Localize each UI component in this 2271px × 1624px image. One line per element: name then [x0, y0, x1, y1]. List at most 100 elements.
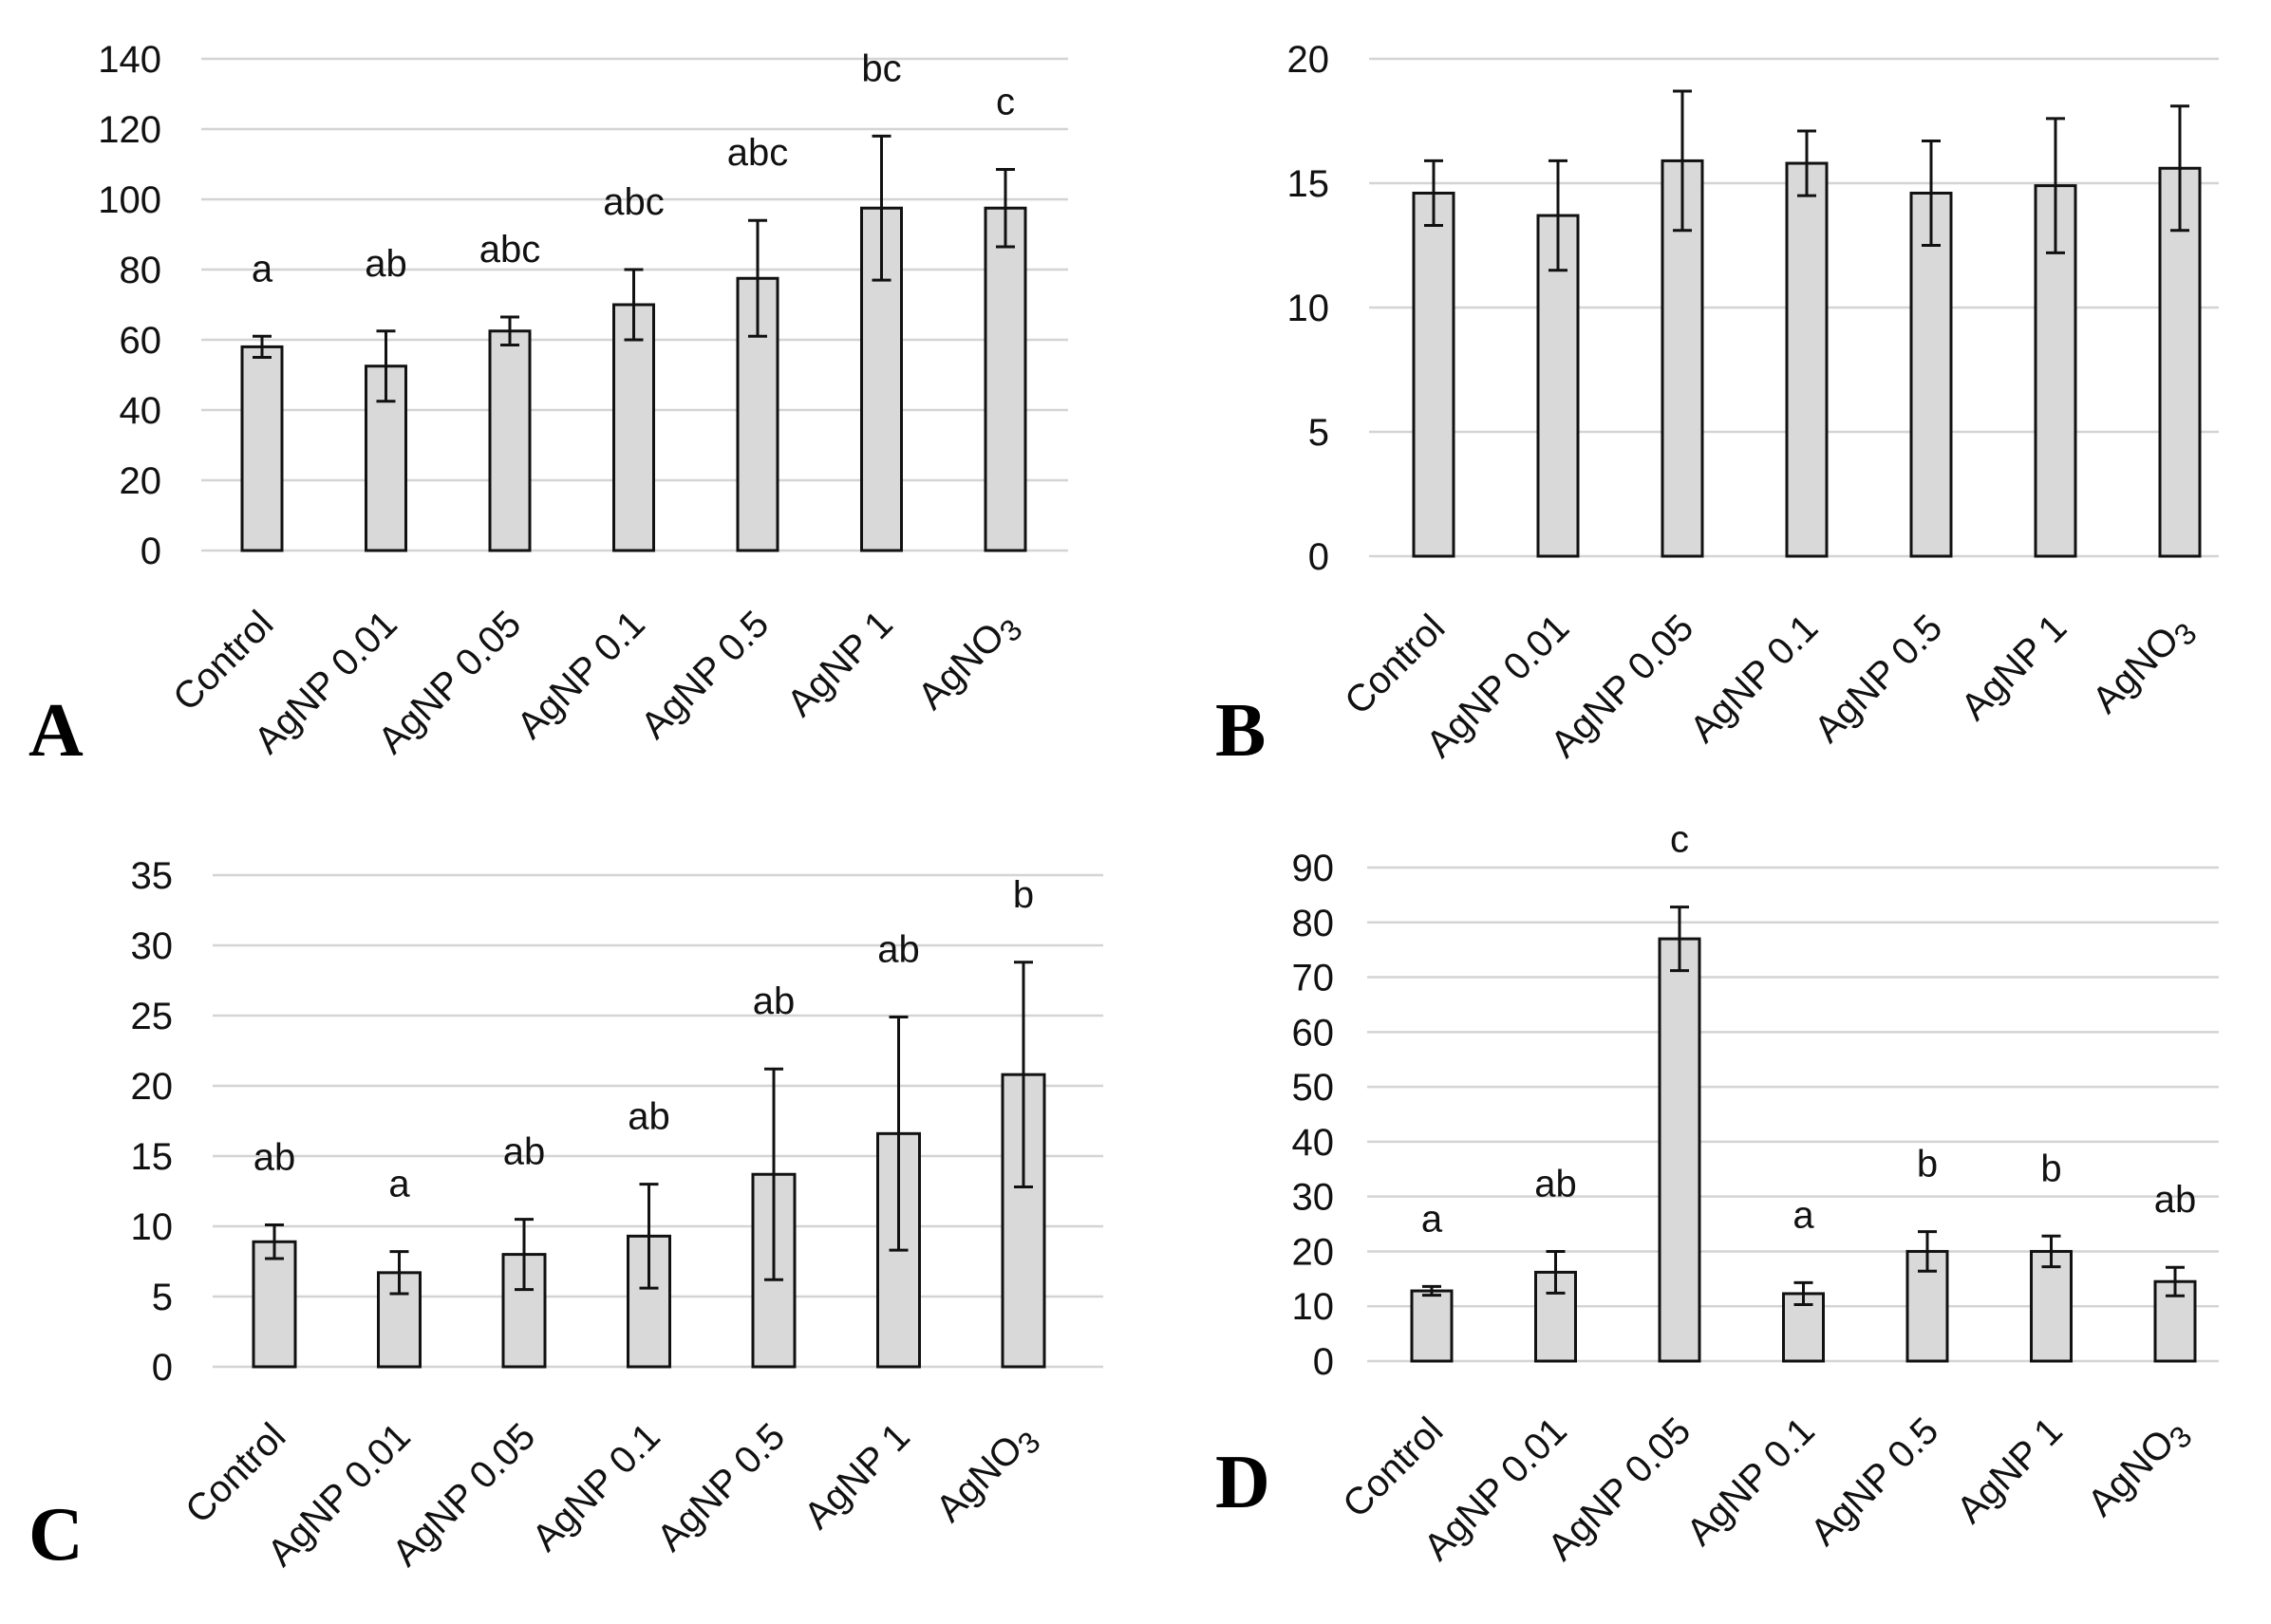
panel-c-category-label-agnp-1: AgNP 1 [797, 1415, 918, 1537]
panel-d-significance-agnp-0-5: b [1917, 1144, 1938, 1185]
panel-c-error-bar-agnp-0-5 [764, 1067, 783, 1281]
panel-c-category-label-agnp-0-1: AgNP 0.1 [524, 1415, 668, 1559]
panel-d-error-bar-control [1422, 1284, 1441, 1297]
panel-d-category-label-agno3: AgNO3 [2080, 1409, 2199, 1528]
panel-a-y-tick-label: 80 [120, 250, 162, 291]
panel-b-y-tick-label: 0 [1308, 536, 1329, 578]
panel-b-error-bar-agnp-1 [2046, 117, 2065, 254]
panel-c-significance-agnp-0-01: a [388, 1164, 410, 1205]
panel-c-error-bar-agnp-0-05 [515, 1218, 534, 1292]
panel-d-error-bar-agnp-0-01 [1546, 1249, 1566, 1295]
panel-a-category-label-agnp-0-5: AgNP 0.5 [633, 603, 778, 747]
panel-a-y-tick-label: 60 [120, 320, 162, 362]
panel-c-significance-agno3: b [1013, 874, 1034, 916]
panel-b-error-bar-agnp-0-01 [1548, 159, 1567, 272]
panel-a-letter: A [28, 689, 84, 773]
panel-c-category-label-agnp-0-5: AgNP 0.5 [649, 1415, 794, 1559]
panel-c-y-tick-label: 0 [152, 1347, 173, 1389]
panel-d-significance-agnp-0-01: ab [1534, 1163, 1577, 1204]
panel-d-bar-agnp-0-1 [1782, 1292, 1825, 1363]
panel-c-bar-control [252, 1240, 297, 1369]
panel-b-y-tick-label: 15 [1287, 163, 1330, 205]
panel-d-significance-control: a [1421, 1198, 1443, 1240]
panel-d-y-tick-label: 90 [1292, 848, 1335, 889]
panel-a-y-tick-label: 120 [98, 109, 161, 151]
panel-b-category-label-agnp-1: AgNP 1 [1953, 607, 2074, 728]
panel-d-y-tick-label: 60 [1292, 1012, 1335, 1054]
panel-c-error-bar-agno3 [1014, 961, 1033, 1189]
panel-a-error-bar-control [253, 334, 272, 359]
panel-a-bar-agnp-0-05 [488, 329, 532, 552]
panel-d-category-label-agnp-0-1: AgNP 0.1 [1679, 1409, 1823, 1554]
panel-b-error-bar-control [1424, 159, 1443, 228]
panel-a-significance-agnp-0-05: abc [479, 229, 541, 271]
panel-b-y-tick-label: 20 [1287, 39, 1330, 81]
panel-c-y-tick-label: 35 [131, 855, 174, 897]
panel-b-y-tick-label: 5 [1308, 412, 1329, 454]
panel-c-significance-control: ab [253, 1137, 296, 1179]
panel-a-y-tick-label: 100 [98, 179, 161, 221]
panel-a-significance-control: a [252, 248, 273, 289]
panel-a-y-tick-label: 40 [120, 390, 162, 432]
panel-d-y-tick-label: 10 [1292, 1286, 1335, 1328]
panel-b-error-bar-agno3 [2170, 104, 2189, 233]
panel-d-y-tick-label: 30 [1292, 1177, 1335, 1219]
panel-b-bar-agno3 [2158, 166, 2202, 558]
panel-c-y-tick-label: 25 [131, 996, 174, 1037]
panel-b-bar-agnp-0-1 [1785, 161, 1829, 558]
panel-a-error-bar-agnp-0-5 [748, 218, 767, 338]
panel-c-error-bar-agnp-0-1 [639, 1183, 659, 1290]
panel-b-category-label-agnp-0-5: AgNP 0.5 [1807, 607, 1951, 751]
panel-b-category-label-agnp-0-1: AgNP 0.1 [1682, 607, 1827, 751]
panel-c-y-tick-label: 15 [131, 1136, 174, 1178]
panel-b-bar-control [1412, 191, 1455, 558]
panel-d-bar-agnp-0-05 [1658, 937, 1701, 1363]
panel-a-error-bar-agnp-0-01 [376, 329, 396, 403]
panel-c-y-tick-label: 30 [131, 925, 174, 967]
panel-c-y-tick-label: 20 [131, 1066, 174, 1108]
panel-c-category-label-control: Control [178, 1415, 293, 1531]
panel-b-category-label-agno3: AgNO3 [2085, 607, 2204, 725]
panel-b-bar-agnp-0-01 [1536, 214, 1580, 558]
panel-c-category-label-agno3: AgNO3 [929, 1415, 1047, 1534]
panel-d-category-label-agnp-0-5: AgNP 0.5 [1803, 1409, 1947, 1554]
panel-a-error-bar-agnp-1 [872, 134, 892, 282]
panel-b-y-tick-label: 10 [1287, 288, 1330, 329]
panel-d-significance-agnp-1: b [2040, 1148, 2061, 1189]
panel-a-error-bar-agno3 [996, 168, 1015, 249]
panel-a-significance-agnp-0-5: abc [727, 132, 789, 174]
panel-a-significance-agnp-0-1: abc [603, 181, 665, 223]
panel-d-letter: D [1215, 1441, 1270, 1524]
panel-d-y-tick-label: 80 [1292, 903, 1335, 944]
panel-d-error-bar-agnp-1 [2041, 1234, 2061, 1269]
panel-a-bar-agnp-0-1 [612, 303, 655, 552]
panel-a-category-label-agnp-1: AgNP 1 [779, 603, 901, 724]
panel-c-error-bar-control [265, 1223, 284, 1260]
panel-d-y-tick-label: 0 [1313, 1341, 1334, 1383]
panel-d-significance-agno3: ab [2154, 1179, 2197, 1221]
panel-b-error-bar-agnp-0-5 [1922, 139, 1941, 247]
panel-c-y-tick-label: 5 [152, 1277, 173, 1318]
panel-a-y-tick-label: 140 [98, 39, 161, 81]
panel-b-error-bar-agnp-0-05 [1673, 89, 1692, 233]
panel-c-error-bar-agnp-0-01 [389, 1250, 409, 1296]
panel-a-y-tick-label: 20 [120, 460, 162, 502]
panel-d-y-tick-label: 50 [1292, 1067, 1335, 1109]
panel-c-significance-agnp-0-05: ab [503, 1131, 546, 1173]
panel-c-significance-agnp-1: ab [877, 928, 920, 970]
panel-c-error-bar-agnp-1 [889, 1015, 909, 1252]
panel-d-significance-agnp-0-1: a [1792, 1194, 1814, 1236]
panel-b-bar-agnp-0-5 [1909, 191, 1953, 558]
panel-d-error-bar-agnp-0-05 [1670, 905, 1689, 973]
panel-a-category-label-control: Control [165, 603, 281, 719]
panel-d-y-tick-label: 20 [1292, 1231, 1335, 1273]
panel-d-y-tick-label: 40 [1292, 1122, 1335, 1164]
panel-c-significance-agnp-0-1: ab [628, 1096, 670, 1138]
panel-c-significance-agnp-0-5: ab [753, 980, 796, 1022]
panel-d-error-bar-agnp-0-1 [1793, 1280, 1813, 1306]
panel-d-error-bar-agno3 [2166, 1265, 2185, 1297]
